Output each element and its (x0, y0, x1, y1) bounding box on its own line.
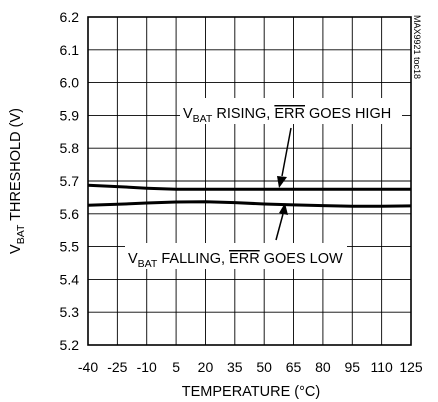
y-tick-label: 5.6 (60, 206, 80, 222)
x-tick-label: 125 (399, 359, 423, 375)
x-tick-label: 50 (256, 359, 272, 375)
y-tick-label: 5.5 (60, 239, 80, 255)
x-tick-label: 65 (286, 359, 302, 375)
x-tick-label: 35 (227, 359, 243, 375)
x-axis-label: TEMPERATURE (°C) (182, 384, 320, 400)
series-line-1 (87, 183, 411, 191)
x-tick-label: -25 (107, 359, 127, 375)
y-tick-label: 6.2 (60, 9, 80, 25)
x-tick-label: 95 (344, 359, 360, 375)
annotation-falling: VBAT FALLING, ERR GOES LOW (128, 251, 343, 270)
y-tick-label: 6.1 (60, 42, 80, 58)
x-tick-label: 110 (370, 359, 393, 375)
y-tick-label: 5.2 (60, 337, 80, 353)
annotation-rising-arrow (281, 127, 292, 177)
annotation-rising: VBAT RISING, ERR GOES HIGH (183, 106, 391, 125)
x-tick-labels: -40 -25 -10 5 20 35 50 65 80 95 110 125 (78, 359, 423, 375)
series-group (87, 183, 412, 208)
annotation-rising-arrowhead (277, 176, 287, 188)
x-tick-label: 20 (198, 359, 214, 375)
annotation-rising-background (180, 98, 402, 124)
x-tick-label: 5 (172, 359, 180, 375)
y-tick-labels: 5.2 5.3 5.4 5.5 5.6 5.7 5.8 5.9 6.0 6.1 6.2 (60, 9, 80, 353)
y-tick-label: 5.8 (60, 140, 80, 156)
grid (87, 16, 412, 346)
y-tick-label: 5.7 (60, 173, 80, 189)
annotation-falling-background (125, 243, 347, 269)
x-tick-label: -10 (137, 359, 157, 375)
chart-code-label: MAX9921 toc18 (412, 15, 422, 79)
y-tick-label: 5.4 (60, 271, 80, 287)
plot-frame (87, 16, 412, 346)
y-tick-label: 6.0 (60, 75, 80, 91)
series-line-2 (87, 200, 412, 208)
y-tick-label: 5.3 (60, 304, 80, 320)
y-tick-label: 5.9 (60, 107, 80, 123)
x-tick-label: -40 (78, 359, 98, 375)
annotation-falling-arrowhead (279, 203, 288, 215)
x-tick-label: 80 (315, 359, 331, 375)
annotation-falling-arrow (275, 213, 284, 241)
y-axis-label: VBAT THRESHOLD (V) (8, 108, 27, 254)
